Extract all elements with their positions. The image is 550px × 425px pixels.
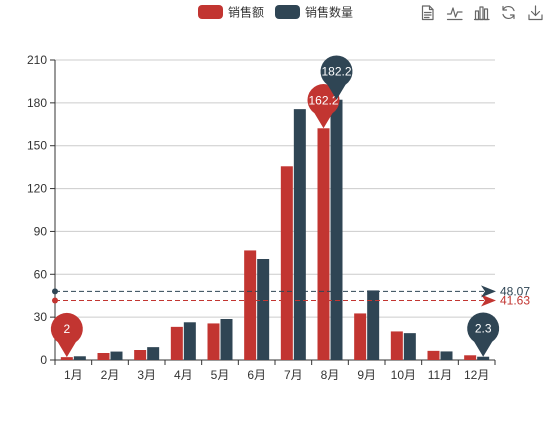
- bar-series-1[interactable]: [147, 347, 160, 360]
- bar-series-1[interactable]: [257, 259, 270, 360]
- bar-series-1[interactable]: [220, 319, 233, 360]
- bar-series-0[interactable]: [354, 313, 367, 360]
- y-tick-label: 90: [34, 224, 48, 238]
- restore-icon[interactable]: [501, 5, 516, 20]
- bar-series-1[interactable]: [330, 99, 343, 360]
- bar-series-0[interactable]: [134, 350, 147, 360]
- legend-swatch-sales-quantity: [275, 5, 300, 19]
- y-tick-label: 0: [40, 353, 47, 367]
- mark-point-pin[interactable]: [50, 312, 83, 358]
- legend-label-sales-amount: 销售额: [228, 5, 264, 20]
- x-axis: 1月 2月 3月 4月 5月 6月 7月 8月 9月 10月 11月 12月: [54, 359, 496, 382]
- average-line-arrow: [481, 294, 496, 307]
- y-tick-label: 180: [27, 96, 47, 110]
- bar-series-0[interactable]: [464, 355, 477, 360]
- x-tick-label: 11月: [428, 368, 452, 382]
- x-tick-label: 8月: [321, 368, 340, 382]
- bar-series-0[interactable]: [97, 353, 110, 360]
- legend-swatch-sales-amount: [198, 5, 223, 19]
- toolbox: [420, 5, 543, 21]
- bars: [60, 99, 490, 361]
- mark-point-label: 162.2: [308, 93, 338, 107]
- legend-label-sales-quantity: 销售数量: [305, 5, 353, 20]
- y-tick-label: 30: [34, 310, 48, 324]
- mark-point-label: 2.3: [475, 322, 492, 336]
- mark-point-label: 2: [63, 322, 70, 336]
- x-tick-label: 3月: [137, 368, 156, 382]
- bar-series-1[interactable]: [367, 290, 380, 360]
- mark-point-label: 182.2: [321, 65, 351, 79]
- x-tick-label: 12月: [464, 368, 489, 382]
- bar-series-0[interactable]: [317, 128, 330, 360]
- bar-series-0[interactable]: [390, 331, 403, 360]
- bar-series-0[interactable]: [280, 166, 293, 360]
- bar-series-1[interactable]: [440, 351, 453, 360]
- average-line-label: 41.63: [500, 294, 530, 308]
- bar-series-1[interactable]: [403, 333, 416, 360]
- mark-point-pin[interactable]: [467, 312, 500, 357]
- x-tick-label: 4月: [174, 368, 193, 382]
- bar-series-1[interactable]: [293, 109, 306, 361]
- x-tick-label: 6月: [247, 368, 266, 382]
- bar-series-1[interactable]: [110, 351, 123, 360]
- legend-item-sales-quantity[interactable]: 销售数量: [275, 5, 353, 20]
- y-tick-label: 60: [34, 267, 48, 281]
- bar-chart-icon[interactable]: [473, 5, 490, 21]
- bar-series-1[interactable]: [73, 356, 86, 360]
- legend: 销售额 销售数量: [198, 5, 353, 20]
- mark-points: 162.2 2 182.2 2.3: [50, 55, 500, 358]
- bar-series-0[interactable]: [427, 350, 440, 360]
- x-tick-label: 5月: [211, 368, 230, 382]
- y-axis: 0 30 60 90 120 150 180 210: [27, 53, 56, 367]
- bar-series-1[interactable]: [477, 356, 490, 360]
- bar-series-0[interactable]: [207, 323, 220, 360]
- bar-series-1[interactable]: [183, 322, 196, 360]
- y-tick-label: 120: [27, 182, 47, 196]
- average-line-arrow: [481, 285, 496, 298]
- bar-series-0[interactable]: [244, 250, 257, 360]
- x-tick-label: 10月: [391, 368, 416, 382]
- bar-series-0[interactable]: [60, 357, 73, 360]
- x-tick-label: 1月: [64, 368, 83, 382]
- mark-point-pin[interactable]: [320, 55, 353, 100]
- data-view-icon[interactable]: [420, 5, 435, 21]
- y-tick-label: 150: [27, 139, 47, 153]
- x-tick-label: 7月: [284, 368, 303, 382]
- line-chart-icon[interactable]: [446, 5, 463, 21]
- average-line-label: 48.07: [500, 284, 530, 298]
- y-tick-label: 210: [27, 53, 47, 67]
- save-image-icon[interactable]: [528, 5, 543, 21]
- x-tick-label: 2月: [101, 368, 120, 382]
- x-tick-label: 9月: [357, 368, 376, 382]
- bar-series-0[interactable]: [170, 326, 183, 360]
- grid-lines: [55, 59, 495, 318]
- legend-item-sales-amount[interactable]: 销售额: [198, 5, 264, 20]
- mark-point-pin[interactable]: [307, 84, 340, 129]
